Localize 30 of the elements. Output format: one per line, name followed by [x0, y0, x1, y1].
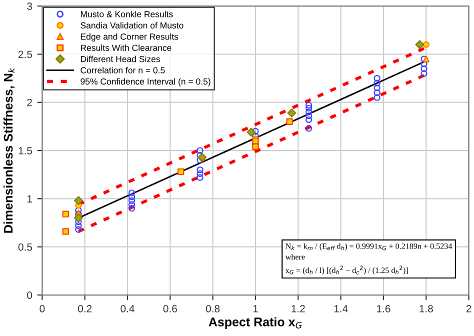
legend-label: Different Head Sizes: [80, 56, 160, 62]
y-tick-label: 2.5: [18, 50, 32, 58]
text: x$_{G}$ = (d$_{h}$ / l) [(d$_{h}$$^{2}$ − d$_{c}$$^{2}$) / (1.25 d$_{h}$$^{2}$)]: [285, 266, 408, 275]
x-tick-label: 1.8: [420, 305, 433, 312]
text: N$_{k}$ = k$_{m}$ / (E$_{eff}$ d$_{h}$) = 0.9991x$_{G}$ + 0.2189n + 0.5234: [286, 243, 452, 251]
x-axis-title: Aspect Ratio x$_{G}$: [208, 317, 302, 329]
legend-label: Edge and Corner Results: [80, 33, 178, 42]
legend-label: Correlation for n = 0.5: [80, 66, 165, 74]
y-axis-title: Dimensionless Stiffness, N$_{k}$: [3, 68, 15, 233]
y-tick-label: 3: [27, 2, 32, 10]
x-tick-label: 0.6: [163, 305, 177, 312]
x-tick-label: 2: [466, 305, 472, 312]
x-tick-label: 0.4: [120, 305, 134, 312]
y-tick-label: 1: [27, 195, 32, 202]
legend-label: Sandia Validation of Musto: [80, 22, 184, 29]
legend-label: 95% Confidence Interval (n = 0.5): [80, 78, 210, 86]
y-tick-label: 0: [27, 292, 32, 299]
legend-label: Results With Clearance: [80, 44, 172, 51]
legend-label: Musto & Konkle Results: [80, 10, 173, 18]
y-tick-label: 1.5: [18, 147, 32, 154]
x-tick-label: 0: [40, 305, 45, 312]
x-tick-label: 1: [253, 305, 258, 312]
x-tick-label: 0.8: [206, 305, 220, 312]
annotation: where: [285, 254, 305, 260]
x-tick-label: 1.4: [334, 305, 348, 312]
x-tick-label: 1.2: [292, 305, 305, 312]
y-tick-label: 0.5: [18, 243, 32, 251]
x-tick-label: 1.6: [377, 305, 390, 312]
y-tick-label: 2: [27, 98, 32, 106]
x-tick-label: 0.2: [78, 305, 92, 312]
